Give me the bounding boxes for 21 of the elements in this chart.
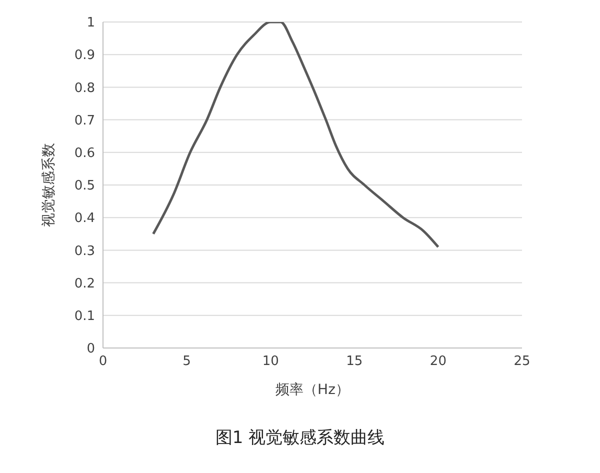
- y-tick-label: 0.9: [74, 48, 95, 64]
- y-tick-label: 0.6: [74, 146, 95, 162]
- x-tick-label: 15: [346, 354, 363, 370]
- x-tick-label: 0: [98, 354, 108, 370]
- y-tick-label: 0: [86, 342, 95, 357]
- x-tick-label: 25: [514, 354, 530, 370]
- y-tick-label: 0.3: [74, 244, 95, 259]
- x-tick-label: 20: [430, 354, 446, 370]
- y-axis-title: 视觉敏感系数: [40, 143, 57, 227]
- x-axis-title: 频率（Hz）: [276, 382, 350, 398]
- x-tick-label: 10: [262, 354, 279, 370]
- y-tick-label: 1: [86, 16, 95, 31]
- y-tick-label: 0.8: [74, 80, 95, 96]
- y-tick-label: 0.2: [74, 276, 95, 292]
- y-tick-label: 0.7: [74, 113, 95, 128]
- y-tick-label: 0.1: [74, 309, 95, 324]
- line-series: [152, 22, 440, 248]
- y-tick-label: 0.4: [74, 211, 95, 226]
- text: 图1 视觉敏感系数曲线: [214, 427, 386, 449]
- x-tick-label: 5: [182, 354, 191, 370]
- y-tick-label: 0.5: [74, 178, 95, 194]
